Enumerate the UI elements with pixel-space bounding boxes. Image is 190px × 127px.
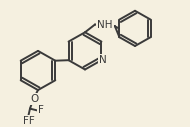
- Text: N: N: [99, 55, 106, 65]
- Text: O: O: [31, 94, 39, 104]
- Text: NH: NH: [97, 20, 113, 30]
- Text: FF: FF: [23, 116, 35, 126]
- Text: F: F: [38, 105, 44, 115]
